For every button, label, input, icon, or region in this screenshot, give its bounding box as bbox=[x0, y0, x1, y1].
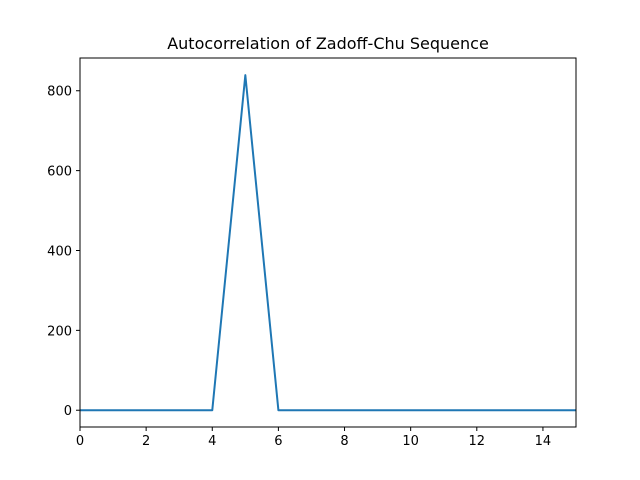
x-tick-label: 14 bbox=[535, 434, 552, 449]
x-tick-label: 4 bbox=[208, 434, 216, 449]
x-tick-label: 8 bbox=[340, 434, 348, 449]
y-axis: 0 200 400 600 800 bbox=[47, 85, 80, 419]
x-tick-label: 12 bbox=[469, 434, 486, 449]
x-tick-label: 10 bbox=[402, 434, 419, 449]
chart-title: Autocorrelation of Zadoff-Chu Sequence bbox=[167, 34, 489, 53]
y-tick-label: 600 bbox=[47, 165, 72, 180]
x-tick-label: 2 bbox=[142, 434, 150, 449]
x-axis: 0 2 4 6 8 10 12 14 bbox=[76, 427, 551, 449]
x-tick-label: 0 bbox=[76, 434, 84, 449]
y-tick-label: 400 bbox=[47, 244, 72, 259]
y-tick-label: 0 bbox=[64, 404, 72, 419]
axes-frame bbox=[79, 57, 577, 428]
x-tick-label: 6 bbox=[274, 434, 282, 449]
y-tick-label: 200 bbox=[47, 324, 72, 339]
y-tick-label: 800 bbox=[47, 85, 72, 100]
series-line-0 bbox=[80, 74, 576, 412]
plot-area bbox=[80, 74, 576, 412]
